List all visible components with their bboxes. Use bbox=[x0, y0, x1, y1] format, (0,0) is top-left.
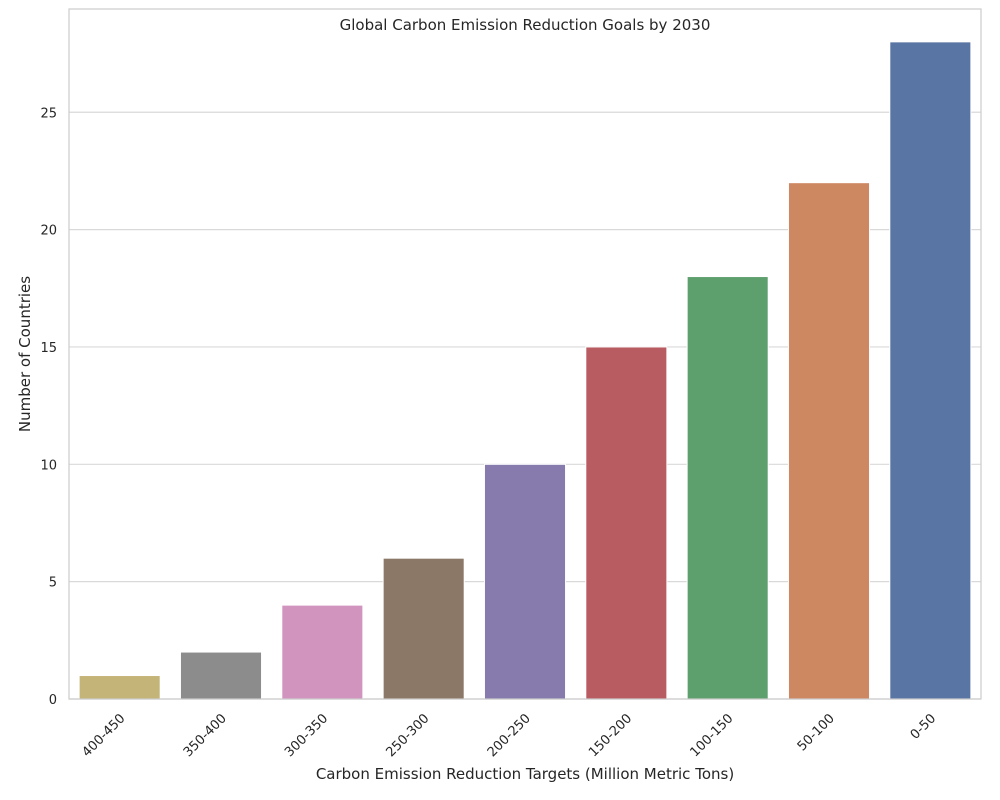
chart-title: Global Carbon Emission Reduction Goals b… bbox=[340, 16, 711, 34]
y-axis-title: Number of Countries bbox=[16, 276, 34, 432]
x-tick-label: 150-200 bbox=[586, 711, 635, 760]
bar-50-100 bbox=[787, 182, 871, 700]
bar-300-350 bbox=[281, 604, 364, 700]
x-tick-label: 200-250 bbox=[485, 711, 534, 760]
x-tick-label: 0-50 bbox=[908, 711, 939, 742]
bar-200-250 bbox=[483, 463, 567, 700]
bars bbox=[78, 41, 972, 700]
y-tick-label: 5 bbox=[49, 576, 57, 591]
x-tick-label: 50-100 bbox=[795, 711, 838, 754]
bar-0-50 bbox=[889, 41, 972, 700]
bar-400-450 bbox=[78, 675, 161, 700]
y-tick-label: 10 bbox=[40, 458, 57, 473]
x-tick-label: 400-450 bbox=[79, 711, 128, 760]
plot-frame bbox=[68, 8, 982, 700]
bar-100-150 bbox=[686, 276, 769, 700]
y-tick-label: 20 bbox=[40, 224, 57, 239]
x-tick-label: 100-150 bbox=[687, 711, 736, 760]
bar-350-400 bbox=[179, 651, 263, 700]
x-tick-label: 350-400 bbox=[181, 711, 230, 760]
y-tick-labels: 0 5 10 15 20 25 bbox=[40, 106, 57, 708]
x-tick-label: 300-350 bbox=[282, 711, 331, 760]
x-tick-labels: 400-450 350-400 300-350 250-300 200-250 150-2… bbox=[79, 711, 939, 760]
x-tick-label: 250-300 bbox=[383, 711, 432, 760]
bar-150-200 bbox=[585, 346, 668, 700]
y-tick-label: 15 bbox=[40, 341, 57, 356]
bar-250-300 bbox=[382, 557, 465, 700]
y-tick-label: 25 bbox=[40, 106, 57, 121]
x-axis-title: Carbon Emission Reduction Targets (Milli… bbox=[316, 765, 734, 783]
y-tick-label: 0 bbox=[49, 693, 57, 708]
